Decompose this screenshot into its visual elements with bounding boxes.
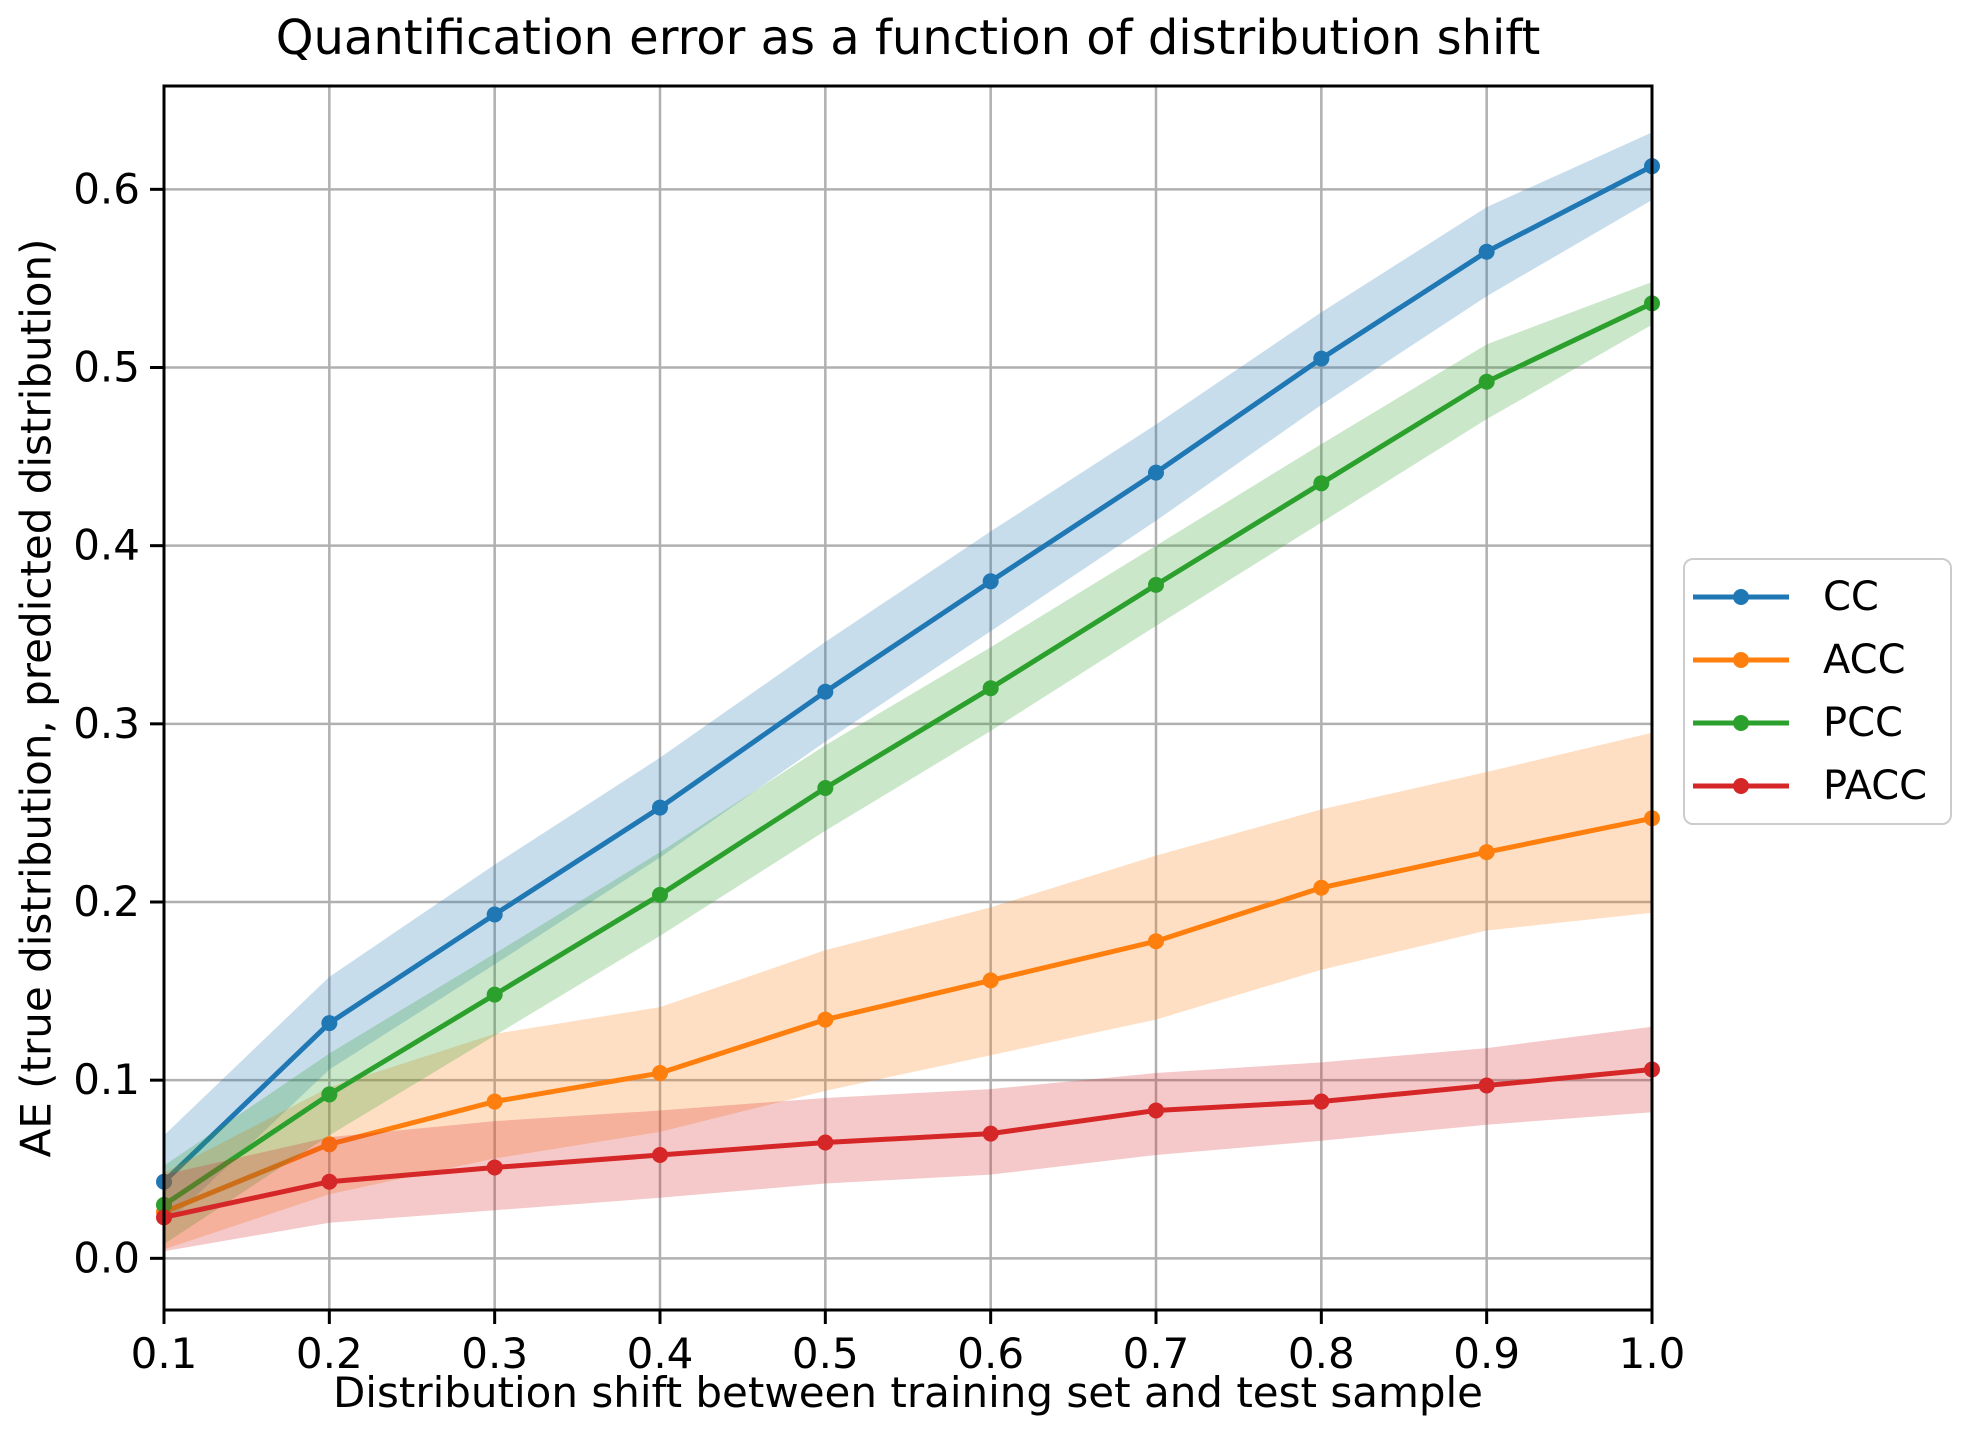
legend-label-PACC: PACC bbox=[1823, 762, 1928, 809]
data-point-CC bbox=[817, 683, 834, 700]
data-point-PACC bbox=[1478, 1077, 1495, 1094]
legend: CC ACC PCC PACC bbox=[1683, 558, 1952, 825]
data-point-PCC bbox=[1313, 475, 1330, 492]
legend-item-ACC: ACC bbox=[1693, 637, 1950, 683]
data-point-CC bbox=[982, 573, 999, 590]
legend-line-sample-PACC bbox=[1693, 777, 1789, 794]
legend-item-PACC: PACC bbox=[1693, 763, 1950, 809]
series-line-PCC bbox=[161, 300, 1655, 1208]
data-point-ACC bbox=[1478, 844, 1495, 861]
data-point-ACC bbox=[982, 972, 999, 989]
x-tick-label: 0.9 bbox=[1453, 1329, 1520, 1378]
data-point-CC bbox=[486, 906, 503, 923]
legend-line-sample-PCC bbox=[1693, 714, 1789, 731]
x-tick-label: 0.8 bbox=[1288, 1329, 1355, 1378]
y-tick-label: 0.1 bbox=[73, 1055, 140, 1104]
x-tick-label: 0.2 bbox=[296, 1329, 363, 1378]
legend-label-PCC: PCC bbox=[1823, 699, 1903, 746]
legend-label-ACC: ACC bbox=[1823, 637, 1906, 684]
data-point-CC bbox=[1148, 464, 1164, 481]
data-point-ACC bbox=[321, 1136, 338, 1153]
data-point-PACC bbox=[321, 1173, 338, 1190]
legend-label-CC: CC bbox=[1823, 574, 1879, 621]
x-axis-label: Distribution shift between training set … bbox=[332, 1368, 1484, 1417]
x-tick-label: 0.6 bbox=[957, 1329, 1024, 1378]
y-tick-label: 0.4 bbox=[73, 521, 140, 570]
x-tick-label: 1.0 bbox=[1619, 1329, 1686, 1378]
data-point-PACC bbox=[1148, 1102, 1164, 1119]
chart-title: Quantification error as a function of di… bbox=[275, 10, 1541, 66]
data-point-PCC bbox=[817, 779, 834, 796]
data-point-PCC bbox=[486, 986, 503, 1003]
x-tick-label: 0.1 bbox=[131, 1329, 198, 1378]
data-point-PACC bbox=[486, 1159, 503, 1176]
data-point-PCC bbox=[1478, 373, 1495, 390]
series-line-CC bbox=[161, 163, 1655, 1185]
data-point-CC bbox=[652, 799, 668, 816]
x-tick-label: 0.3 bbox=[461, 1329, 528, 1378]
data-point-ACC bbox=[817, 1011, 834, 1028]
y-tick-label: 0.6 bbox=[73, 164, 140, 213]
legend-item-CC: CC bbox=[1693, 574, 1950, 620]
confidence-band-CC bbox=[164, 132, 1652, 1227]
series-line-ACC bbox=[161, 815, 1655, 1215]
data-point-CC bbox=[1478, 243, 1495, 260]
data-point-PACC bbox=[1313, 1093, 1330, 1110]
data-point-PCC bbox=[1148, 576, 1164, 593]
confidence-band-PCC bbox=[164, 281, 1652, 1245]
legend-line-sample-CC bbox=[1693, 589, 1789, 606]
data-point-PACC bbox=[817, 1134, 834, 1151]
data-point-PACC bbox=[982, 1125, 999, 1142]
data-point-ACC bbox=[1148, 933, 1164, 950]
x-tick-label: 0.4 bbox=[627, 1329, 694, 1378]
plot-border bbox=[162, 84, 1654, 1312]
data-point-CC bbox=[321, 1015, 338, 1032]
confidence-band-ACC bbox=[164, 732, 1652, 1250]
data-point-ACC bbox=[1313, 879, 1330, 896]
x-tick-label: 0.5 bbox=[792, 1329, 859, 1378]
y-tick-label: 0.2 bbox=[73, 877, 140, 926]
legend-item-PCC: PCC bbox=[1693, 700, 1950, 746]
data-point-PACC bbox=[652, 1146, 668, 1163]
data-point-PCC bbox=[982, 680, 999, 697]
y-tick-label: 0.0 bbox=[73, 1233, 140, 1282]
x-tick-label: 0.7 bbox=[1123, 1329, 1190, 1378]
data-point-ACC bbox=[486, 1093, 503, 1110]
data-point-CC bbox=[1313, 350, 1330, 367]
y-tick-label: 0.5 bbox=[73, 343, 140, 392]
series-line-PACC bbox=[161, 1066, 1655, 1220]
data-point-ACC bbox=[652, 1065, 668, 1082]
y-tick-label: 0.3 bbox=[73, 699, 140, 748]
legend-line-sample-ACC bbox=[1693, 652, 1789, 669]
data-point-PCC bbox=[321, 1086, 338, 1103]
data-point-PCC bbox=[652, 886, 668, 903]
